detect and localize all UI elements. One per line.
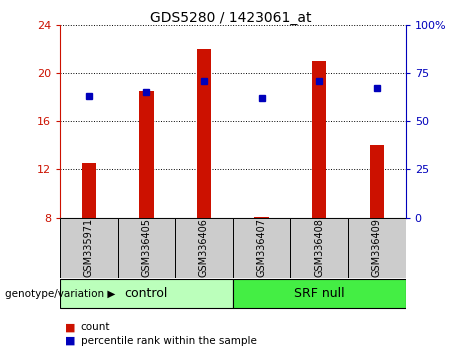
Text: GSM336406: GSM336406 [199,218,209,277]
Bar [312,61,326,218]
Bar [60,218,118,278]
Text: SRF null: SRF null [294,287,344,300]
Text: GDS5280 / 1423061_at: GDS5280 / 1423061_at [150,11,311,25]
Bar [254,217,269,218]
Bar [118,218,175,278]
Text: GSM335971: GSM335971 [84,218,94,278]
Text: GSM336407: GSM336407 [257,218,266,277]
Bar [175,218,233,278]
Text: GSM336405: GSM336405 [142,218,151,277]
Bar [233,218,290,278]
Text: GSM336408: GSM336408 [314,218,324,277]
Text: genotype/variation ▶: genotype/variation ▶ [5,289,115,299]
Text: control: control [124,287,168,300]
Text: count: count [81,322,110,332]
Bar [348,218,406,278]
Bar [82,164,96,218]
Bar [370,145,384,218]
Text: GSM336409: GSM336409 [372,218,382,277]
Bar [233,280,406,308]
Bar [139,91,154,218]
Text: ■: ■ [65,336,75,346]
Bar [290,218,348,278]
Text: percentile rank within the sample: percentile rank within the sample [81,336,257,346]
Text: ■: ■ [65,322,75,332]
Bar [60,280,233,308]
Bar [197,49,211,218]
